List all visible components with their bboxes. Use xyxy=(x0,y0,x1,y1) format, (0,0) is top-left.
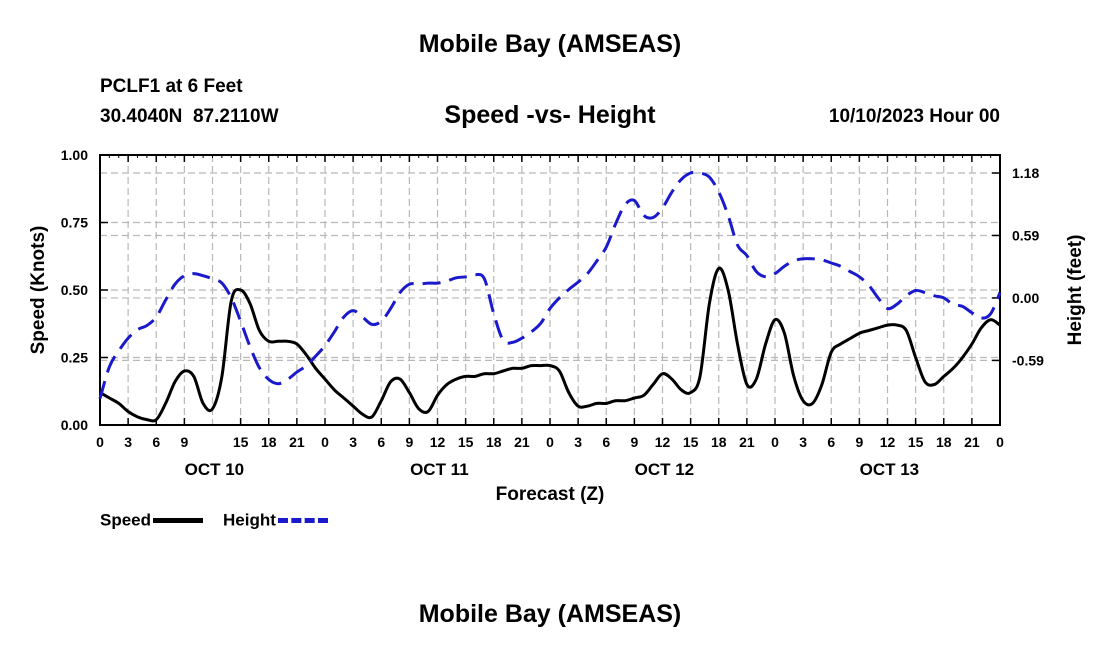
grid-lines xyxy=(100,155,1000,425)
x-tick-label: 6 xyxy=(827,434,835,450)
x-tick-label: 0 xyxy=(96,434,104,450)
x-tick-label: 6 xyxy=(602,434,610,450)
x-tick-label: 21 xyxy=(514,434,530,450)
legend-height-label: Height xyxy=(223,510,276,530)
coordinates-label: 30.4040N 87.2110W xyxy=(100,106,279,127)
x-tick-label: 15 xyxy=(233,434,249,450)
x-tick-label: 15 xyxy=(908,434,924,450)
station-label: PCLF1 at 6 Feet xyxy=(100,76,243,97)
y2-tick-label: 0.59 xyxy=(1012,227,1039,243)
x-tick-label: 15 xyxy=(683,434,699,450)
x-tick-label: 12 xyxy=(880,434,896,450)
chart-title: Speed -vs- Height xyxy=(444,101,656,129)
x-tick-label: 18 xyxy=(936,434,952,450)
footer-title: Mobile Bay (AMSEAS) xyxy=(418,600,682,628)
x-tick-label: 21 xyxy=(289,434,305,450)
page-title: Mobile Bay (AMSEAS) xyxy=(418,30,682,58)
y-axis-title: Speed (Knots) xyxy=(28,226,49,355)
x-tick-label: 15 xyxy=(458,434,474,450)
x-tick-label: 0 xyxy=(771,434,779,450)
legend-speed-label: Speed xyxy=(100,510,152,530)
y-tick-label: 0.50 xyxy=(61,282,88,298)
x-tick-label: 9 xyxy=(405,434,413,450)
y2-tick-label: 0.00 xyxy=(1012,290,1039,306)
y-tick-label: 0.75 xyxy=(61,215,88,231)
x-tick-label: 3 xyxy=(124,434,132,450)
x-tick-label: 9 xyxy=(855,434,863,450)
series-line-height xyxy=(98,170,1002,399)
x-tick-label: 0 xyxy=(546,434,554,450)
x-tick-label: 0 xyxy=(321,434,329,450)
series-line-speed xyxy=(99,266,1001,423)
legend: Speed Height xyxy=(100,510,328,531)
forecast-date: 10/10/2023 Hour 00 xyxy=(828,106,1000,127)
day-label: OCT 10 xyxy=(185,460,245,479)
y-tick-label: 0.00 xyxy=(61,417,88,433)
x-tick-label: 12 xyxy=(655,434,671,450)
x-tick-label: 21 xyxy=(739,434,755,450)
x-tick-label: 3 xyxy=(349,434,357,450)
series-group xyxy=(98,170,1002,423)
x-tick-label: 21 xyxy=(964,434,980,450)
x-tick-label: 3 xyxy=(799,434,807,450)
x-tick-label: 18 xyxy=(486,434,502,450)
axes: 0 3 6 9 15 18 21 0 3 6 9 12 15 18 21 0 3 6 9 12 15 18 21 0 3 6 9 12… xyxy=(61,147,1044,479)
x-tick-label: 18 xyxy=(261,434,277,450)
y-tick-label: 1.00 xyxy=(61,147,88,163)
y2-tick-label: 1.18 xyxy=(1012,165,1039,181)
y2-axis-title: Height (feet) xyxy=(1065,235,1086,346)
y2-tick-label: -0.59 xyxy=(1012,352,1044,368)
x-tick-label: 6 xyxy=(377,434,385,450)
x-tick-label: 6 xyxy=(152,434,160,450)
legend-speed-swatch xyxy=(153,518,204,524)
legend-height-swatch xyxy=(277,518,328,524)
x-tick-label: 9 xyxy=(180,434,188,450)
x-tick-label: 9 xyxy=(630,434,638,450)
x-tick-label: 18 xyxy=(711,434,727,450)
day-label: OCT 13 xyxy=(860,460,920,479)
day-label: OCT 11 xyxy=(410,460,469,479)
x-tick-label: 0 xyxy=(996,434,1004,450)
y-tick-label: 0.25 xyxy=(61,350,88,366)
day-label: OCT 12 xyxy=(635,460,695,479)
x-axis-title: Forecast (Z) xyxy=(496,484,605,505)
x-tick-label: 3 xyxy=(574,434,582,450)
x-tick-label: 12 xyxy=(430,434,446,450)
